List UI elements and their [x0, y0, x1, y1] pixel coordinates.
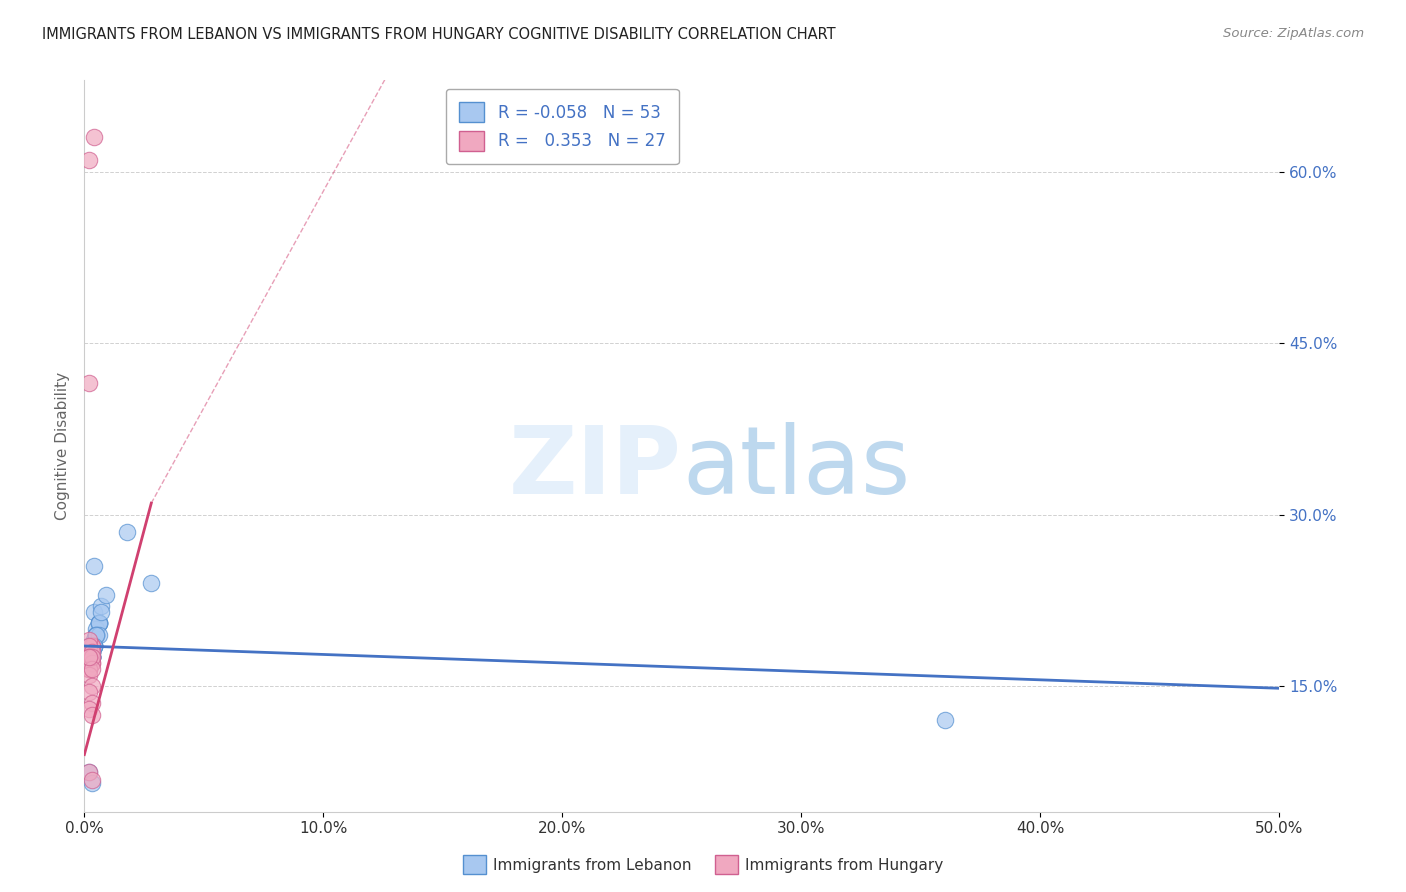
Point [86, 627, 108, 641]
Point [77, 650, 100, 665]
Point [86, 627, 108, 641]
Point [80, 650, 103, 665]
Point [77, 639, 100, 653]
Point [90, 605, 112, 619]
Text: ZIP: ZIP [509, 422, 682, 514]
Point [80, 639, 103, 653]
Point [83, 639, 105, 653]
Point [77, 639, 100, 653]
Point [80, 696, 103, 710]
Point [77, 650, 100, 665]
Text: IMMIGRANTS FROM LEBANON VS IMMIGRANTS FROM HUNGARY COGNITIVE DISABILITY CORRELAT: IMMIGRANTS FROM LEBANON VS IMMIGRANTS FR… [42, 27, 835, 42]
Point [80, 650, 103, 665]
Point [77, 656, 100, 670]
Y-axis label: Cognitive Disability: Cognitive Disability [55, 372, 70, 520]
Point [80, 772, 103, 787]
Point [77, 667, 100, 681]
Point [77, 645, 100, 659]
Point [87, 616, 110, 631]
Point [77, 639, 100, 653]
Legend: Immigrants from Lebanon, Immigrants from Hungary: Immigrants from Lebanon, Immigrants from… [457, 849, 949, 880]
Point [90, 599, 112, 613]
Point [80, 679, 103, 693]
Point [77, 702, 100, 716]
Point [80, 645, 103, 659]
Text: Source: ZipAtlas.com: Source: ZipAtlas.com [1223, 27, 1364, 40]
Point [77, 764, 100, 779]
Point [80, 662, 103, 676]
Point [77, 633, 100, 648]
Point [77, 650, 100, 665]
Point [80, 639, 103, 653]
Point [83, 639, 105, 653]
Point [87, 616, 110, 631]
Point [87, 616, 110, 631]
Point [80, 650, 103, 665]
Point [77, 662, 100, 676]
Point [80, 650, 103, 665]
Point [77, 376, 100, 391]
Point [80, 639, 103, 653]
Point [77, 662, 100, 676]
Point [80, 650, 103, 665]
Point [80, 645, 103, 659]
Point [934, 714, 956, 728]
Point [80, 645, 103, 659]
Point [80, 650, 103, 665]
Point [83, 130, 105, 145]
Point [77, 662, 100, 676]
Point [86, 627, 108, 641]
Point [77, 645, 100, 659]
Point [83, 639, 105, 653]
Point [80, 650, 103, 665]
Point [87, 616, 110, 631]
Point [83, 639, 105, 653]
Point [83, 633, 105, 648]
Point [86, 627, 108, 641]
Point [80, 650, 103, 665]
Legend: R = -0.058   N = 53, R =   0.353   N = 27: R = -0.058 N = 53, R = 0.353 N = 27 [446, 88, 679, 164]
Point [80, 650, 103, 665]
Point [77, 650, 100, 665]
Point [83, 633, 105, 648]
Point [80, 645, 103, 659]
Point [83, 605, 105, 619]
Point [83, 639, 105, 653]
Point [83, 639, 105, 653]
Point [86, 627, 108, 641]
Point [86, 627, 108, 641]
Point [80, 645, 103, 659]
Point [80, 656, 103, 670]
Point [86, 627, 108, 641]
Point [117, 524, 139, 539]
Point [77, 764, 100, 779]
Point [83, 559, 105, 574]
Point [94, 588, 117, 602]
Point [80, 776, 103, 790]
Point [80, 656, 103, 670]
Point [80, 707, 103, 722]
Point [83, 639, 105, 653]
Point [77, 153, 100, 168]
Point [87, 627, 110, 641]
Point [86, 622, 108, 636]
Text: atlas: atlas [682, 422, 910, 514]
Point [77, 650, 100, 665]
Point [87, 616, 110, 631]
Point [77, 645, 100, 659]
Point [77, 684, 100, 698]
Point [141, 576, 163, 591]
